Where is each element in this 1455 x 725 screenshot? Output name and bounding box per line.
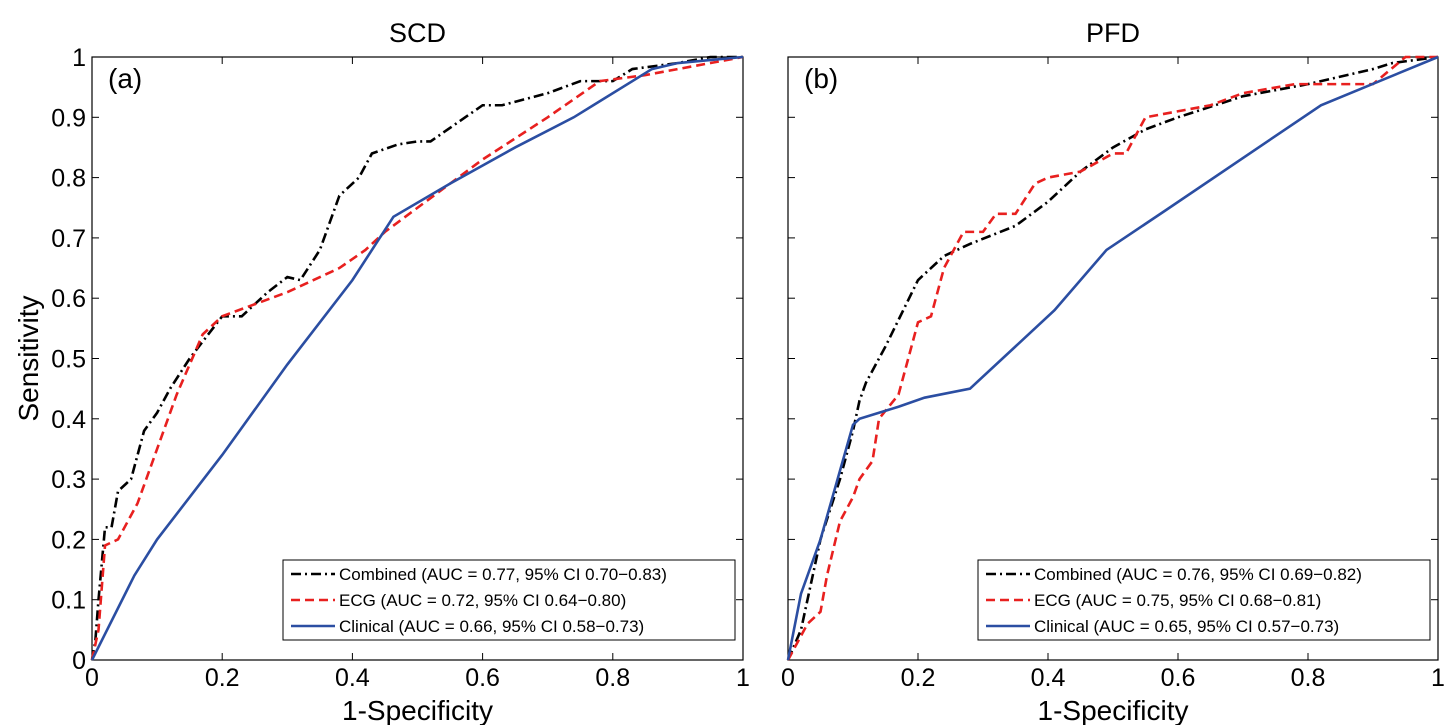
x-tick-label: 0.6 [465,664,500,692]
y-axis-label: Sensitivity [13,295,44,421]
legend-box [977,559,1431,641]
x-tick-label: 1 [1431,664,1445,692]
legend-label: ECG (AUC = 0.72, 95% CI 0.64−0.80) [339,591,626,610]
x-tick-label: 0.8 [595,664,630,692]
roc-curve [786,55,1439,661]
x-tick-label: 0.8 [1291,664,1326,692]
roc-curve [90,55,743,661]
x-tick-label: 0 [85,664,99,692]
x-tick-label: 0.2 [901,664,936,692]
roc-curve [90,55,744,661]
roc-curve [786,55,1439,661]
legend-box [282,559,736,641]
x-axis-label: 1-Specificity [1038,695,1189,725]
legend-label: Clinical (AUC = 0.66, 95% CI 0.58−0.73) [339,617,644,636]
y-tick-label: 0.4 [51,406,86,434]
y-tick-label: 0.2 [51,526,86,554]
chart-title: PFD [1086,18,1140,48]
legend-label: ECG (AUC = 0.75, 95% CI 0.68−0.81) [1034,591,1321,610]
panel-annotation: (b) [804,63,838,94]
y-tick-label: 0.1 [51,587,86,615]
x-tick-label: 0.2 [205,664,240,692]
x-tick-label: 0.4 [335,664,370,692]
roc-curve [786,55,1438,661]
x-tick-label: 0 [781,664,795,692]
y-tick-label: 1 [72,44,86,72]
y-tick-label: 0.8 [51,165,86,193]
y-tick-label: 0.6 [51,285,86,313]
y-tick-label: 0.5 [51,346,86,374]
x-tick-label: 1 [736,664,750,692]
panel-annotation: (a) [108,63,142,94]
y-tick-label: 0.3 [51,466,86,494]
legend-label: Clinical (AUC = 0.65, 95% CI 0.57−0.73) [1034,617,1339,636]
x-axis-label: 1-Specificity [342,695,493,725]
y-tick-label: 0 [72,647,86,675]
roc-curve [90,55,744,661]
y-tick-label: 0.7 [51,225,86,253]
y-tick-label: 0.9 [51,104,86,132]
x-tick-label: 0.6 [1161,664,1196,692]
x-tick-label: 0.4 [1031,664,1066,692]
chart-title: SCD [389,18,446,48]
legend-label: Combined (AUC = 0.77, 95% CI 0.70−0.83) [339,565,667,584]
legend-label: Combined (AUC = 0.76, 95% CI 0.69−0.82) [1034,565,1362,584]
